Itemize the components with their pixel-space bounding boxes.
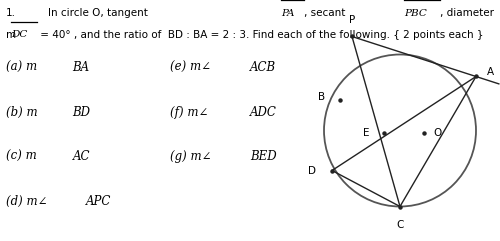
Text: DC: DC <box>11 30 28 40</box>
Text: (f) m∠: (f) m∠ <box>170 106 208 119</box>
Text: (g) m∠: (g) m∠ <box>170 150 211 163</box>
Text: C: C <box>396 220 404 229</box>
Text: (a) m: (a) m <box>6 61 37 74</box>
Text: PA: PA <box>281 9 294 18</box>
Text: P: P <box>349 15 355 26</box>
Text: m: m <box>6 30 16 40</box>
Text: (c) m: (c) m <box>6 150 37 163</box>
Text: AC: AC <box>72 150 90 163</box>
Text: (b) m: (b) m <box>6 106 38 119</box>
Text: BA: BA <box>72 61 90 74</box>
Text: O: O <box>434 127 442 138</box>
Text: , secant: , secant <box>304 8 349 18</box>
Text: E: E <box>363 127 369 138</box>
Text: ADC: ADC <box>250 106 277 119</box>
Text: APC: APC <box>86 195 112 208</box>
Text: A: A <box>486 67 494 78</box>
Text: In circle O, tangent: In circle O, tangent <box>48 8 150 18</box>
Text: 1.: 1. <box>6 8 16 18</box>
Text: , diameter: , diameter <box>440 8 497 18</box>
Text: = 40° , and the ratio of  BD : BA = 2 : 3. Find each of the following. { 2 point: = 40° , and the ratio of BD : BA = 2 : 3… <box>36 30 483 40</box>
Text: PBC: PBC <box>404 9 427 18</box>
Text: (e) m∠: (e) m∠ <box>170 61 211 74</box>
Text: BED: BED <box>250 150 276 163</box>
Text: BD: BD <box>72 106 90 119</box>
Text: (d) m∠: (d) m∠ <box>6 195 48 208</box>
Text: ACB: ACB <box>250 61 276 74</box>
Text: B: B <box>318 92 326 101</box>
Text: D: D <box>308 166 316 175</box>
